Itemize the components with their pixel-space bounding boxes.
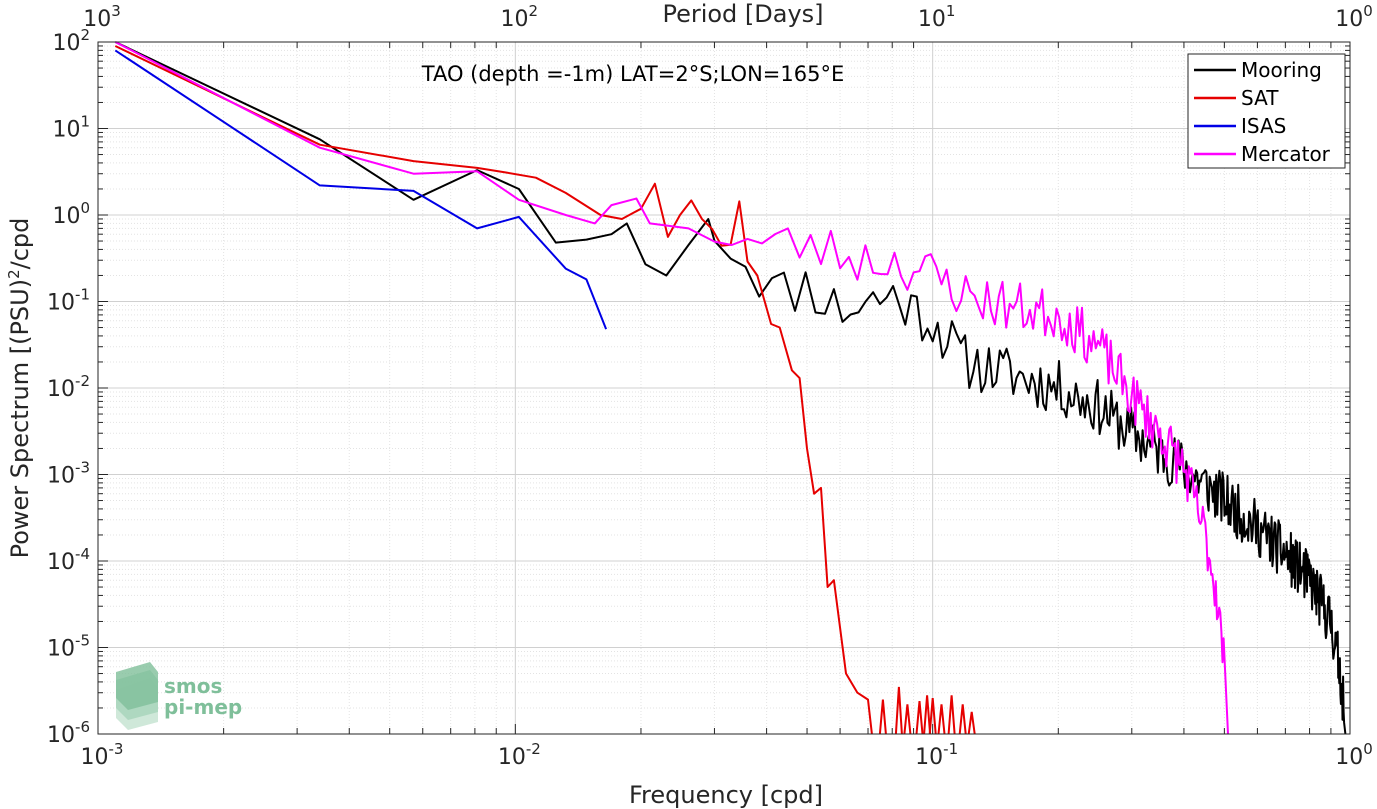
legend-box: [1187, 53, 1346, 169]
series-isas: [114, 49, 608, 330]
y-tick-label: 100: [52, 199, 90, 229]
top-tick-label: 100: [1335, 2, 1373, 32]
series-spike-sat: [928, 698, 937, 735]
y-axis-label-sup: 2: [5, 269, 23, 279]
chart-annotation: TAO (depth =-1m) LAT=2°S;LON=165°E: [421, 62, 845, 86]
y-axis-label-tail: /cpd: [6, 218, 34, 270]
series-spike-sat: [937, 704, 946, 735]
series-line-isas: [114, 49, 608, 330]
legend-label-mooring: Mooring: [1241, 58, 1322, 82]
logo-line2: pi-mep: [164, 695, 242, 719]
series-spike-sat: [878, 699, 887, 735]
x-tick-labels: 10-3 10-2 10-1 100: [81, 740, 1373, 770]
series-line-sat: [114, 45, 873, 735]
top-tick-label: 102: [501, 2, 539, 32]
x-tick-label: 10-3: [81, 740, 124, 770]
y-axis-label-main: Power Spectrum [(PSU): [6, 279, 34, 558]
series-spike-sat: [947, 695, 956, 735]
legend: Mooring SAT ISAS Mercator: [1187, 53, 1346, 169]
logo-line1: smos: [164, 674, 222, 698]
x-tick-label: 10-2: [498, 740, 541, 770]
y-tick-label: 10-3: [47, 459, 90, 489]
top-axis-label: Period [Days]: [662, 0, 823, 28]
series-spike-sat: [894, 686, 903, 735]
y-tick-label: 10-2: [47, 372, 90, 402]
y-axis-label: Power Spectrum [(PSU)2/cpd: [5, 218, 34, 559]
series-spike-sat: [923, 695, 932, 735]
series-line-mercator: [114, 41, 1229, 735]
top-tick-labels: 103 102 101 100: [83, 2, 1373, 32]
legend-label-mercator: Mercator: [1241, 142, 1331, 166]
x-tick-label: 10-1: [915, 740, 958, 770]
series-spike-sat: [958, 704, 967, 735]
series-sat: [114, 45, 976, 735]
x-axis-label: Frequency [cpd]: [629, 781, 823, 809]
top-tick-label: 103: [83, 2, 121, 32]
series-mercator: [114, 41, 1229, 735]
y-tick-label: 10-6: [47, 718, 90, 748]
y-tick-labels: 10-6 10-5 10-4 10-3 10-2 10-1 100 101 102: [47, 26, 90, 748]
legend-label-isas: ISAS: [1241, 114, 1286, 138]
series-mooring: [114, 41, 1347, 735]
x-tick-label: 100: [1335, 740, 1373, 770]
y-tick-label: 101: [52, 113, 90, 143]
series-spike-sat: [915, 701, 924, 735]
smos-pi-mep-logo: smos pi-mep: [116, 662, 242, 730]
legend-label-sat: SAT: [1241, 86, 1279, 110]
y-tick-label: 10-4: [47, 545, 90, 575]
series-line-mooring: [114, 41, 1347, 735]
y-tick-label: 102: [52, 26, 90, 56]
series-spike-sat: [903, 704, 912, 735]
tick-marks: [97, 41, 1351, 735]
series-layer: [114, 41, 1347, 735]
top-tick-label: 101: [918, 2, 956, 32]
series-spike-sat: [967, 711, 976, 735]
y-tick-label: 10-1: [47, 286, 90, 316]
y-tick-label: 10-5: [47, 632, 90, 662]
